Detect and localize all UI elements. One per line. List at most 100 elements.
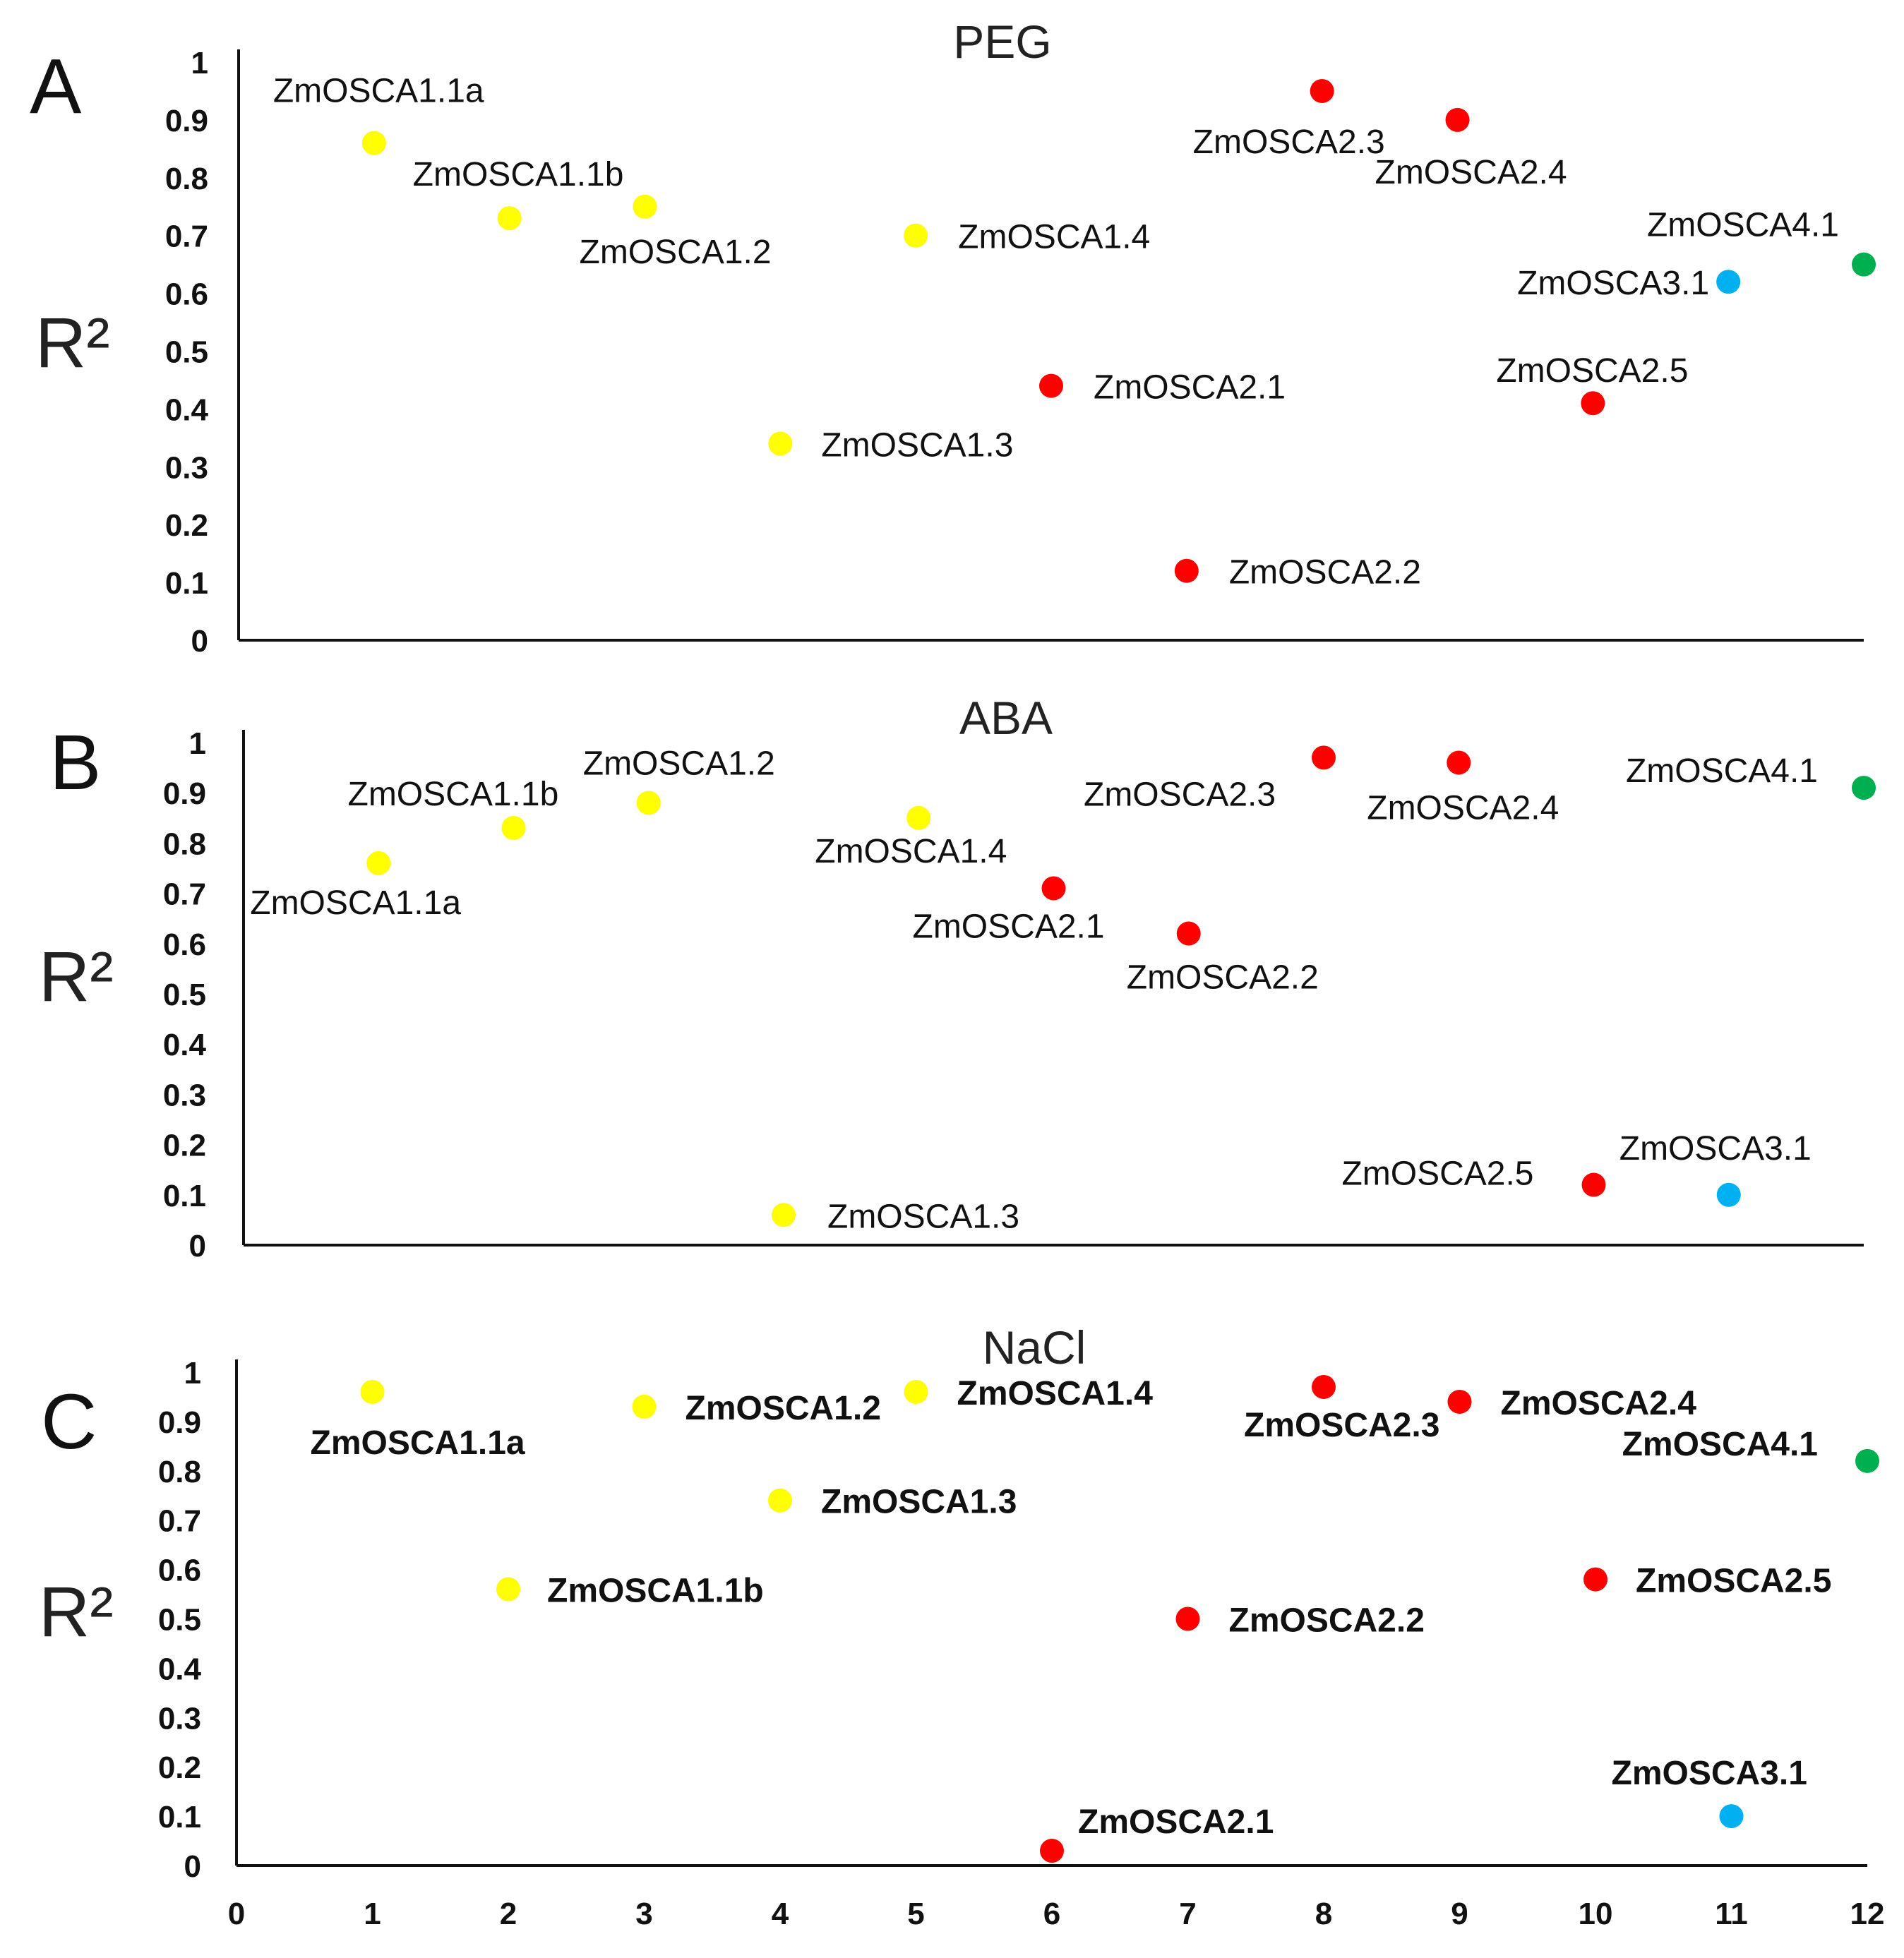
- y-tick-label-b: 0.7: [163, 877, 206, 912]
- data-label-a: ZmOSCA2.5: [1496, 352, 1688, 390]
- data-point-b: [1447, 750, 1471, 775]
- data-label-a: ZmOSCA1.1b: [413, 156, 624, 193]
- data-point-a: [361, 131, 386, 155]
- data-label-a: ZmOSCA1.4: [958, 219, 1150, 256]
- y-axis-label-b: R²: [39, 937, 114, 1016]
- data-label-a: ZmOSCA2.1: [1094, 369, 1286, 407]
- data-label-c: ZmOSCA1.3: [821, 1484, 1017, 1521]
- y-axis-label-a: R²: [35, 304, 110, 383]
- y-tick-label-a: 0.1: [165, 566, 208, 601]
- data-label-b: ZmOSCA2.3: [1084, 776, 1276, 813]
- y-tick-label-c: 0.1: [158, 1800, 201, 1834]
- data-label-b: ZmOSCA2.5: [1341, 1155, 1533, 1193]
- x-tick-label-c: 12: [1850, 1897, 1885, 1931]
- data-point-c: [1312, 1374, 1336, 1399]
- x-tick-label-c: 9: [1451, 1897, 1468, 1931]
- data-label-b: ZmOSCA1.3: [827, 1198, 1019, 1235]
- x-tick-label-c: 5: [907, 1897, 924, 1931]
- data-point-b: [1312, 745, 1336, 770]
- data-point-a: [1445, 107, 1470, 132]
- y-tick-label-a: 0.9: [165, 104, 208, 138]
- data-point-a: [1852, 252, 1876, 277]
- data-label-c: ZmOSCA3.1: [1612, 1755, 1807, 1792]
- data-point-a: [904, 223, 928, 248]
- y-axis-label-c: R²: [39, 1573, 114, 1652]
- y-tick-label-c: 0.9: [158, 1405, 201, 1440]
- panel-letter-b: B: [49, 719, 101, 806]
- x-tick-label-c: 7: [1179, 1897, 1196, 1931]
- y-tick-label-a: 0.6: [165, 277, 208, 312]
- data-label-a: ZmOSCA1.3: [821, 427, 1013, 464]
- data-point-b: [366, 851, 391, 875]
- data-label-c: ZmOSCA1.1b: [547, 1573, 764, 1610]
- data-point-c: [1719, 1804, 1744, 1829]
- y-tick-label-c: 1: [184, 1356, 201, 1391]
- y-tick-label-c: 0.8: [158, 1455, 201, 1489]
- data-label-a: ZmOSCA1.2: [580, 234, 772, 271]
- data-point-b: [1852, 776, 1876, 800]
- y-tick-label-c: 0.3: [158, 1701, 201, 1736]
- data-label-c: ZmOSCA2.3: [1244, 1407, 1439, 1444]
- data-point-b: [772, 1203, 796, 1227]
- data-point-c: [1855, 1448, 1879, 1473]
- data-point-a: [1039, 373, 1063, 398]
- data-point-a: [1716, 270, 1741, 294]
- data-point-b: [906, 805, 931, 830]
- y-tick-label-b: 1: [189, 726, 206, 761]
- y-tick-label-b: 0: [189, 1229, 206, 1263]
- data-point-c: [1175, 1606, 1200, 1631]
- data-point-a: [497, 206, 522, 231]
- panel-title-c: NaCl: [983, 1321, 1086, 1374]
- y-tick-label-a: 0.8: [165, 162, 208, 196]
- data-label-c: ZmOSCA1.1a: [311, 1424, 525, 1462]
- y-tick-label-b: 0.8: [163, 827, 206, 861]
- data-point-b: [1176, 921, 1201, 946]
- data-label-c: ZmOSCA2.5: [1636, 1563, 1831, 1600]
- data-label-c: ZmOSCA2.4: [1501, 1385, 1697, 1422]
- panel-title-a: PEG: [953, 16, 1051, 68]
- x-tick-label-c: 11: [1715, 1897, 1748, 1931]
- y-tick-label-b: 0.3: [163, 1078, 206, 1112]
- y-tick-label-a: 1: [191, 46, 208, 80]
- data-point-b: [501, 816, 526, 841]
- y-tick-label-b: 0.6: [163, 927, 206, 962]
- data-label-a: ZmOSCA2.4: [1375, 154, 1567, 191]
- y-tick-label-a: 0.4: [165, 392, 209, 427]
- x-tick-label-c: 8: [1315, 1897, 1332, 1931]
- data-point-c: [1447, 1389, 1472, 1414]
- data-label-a: ZmOSCA2.2: [1229, 554, 1421, 591]
- data-label-c: ZmOSCA1.4: [957, 1375, 1154, 1412]
- data-label-c: ZmOSCA2.1: [1078, 1803, 1274, 1841]
- data-label-a: ZmOSCA3.1: [1517, 265, 1709, 302]
- panel-letter-c: C: [41, 1379, 97, 1465]
- data-label-b: ZmOSCA2.2: [1127, 959, 1319, 997]
- data-point-b: [1581, 1172, 1606, 1197]
- x-tick-label-c: 0: [228, 1897, 245, 1931]
- y-tick-label-b: 0.4: [163, 1028, 207, 1062]
- data-label-a: ZmOSCA1.1a: [273, 73, 484, 110]
- y-tick-label-b: 0.9: [163, 776, 206, 811]
- x-tick-label-c: 2: [500, 1897, 517, 1931]
- x-tick-label-c: 6: [1043, 1897, 1060, 1931]
- data-label-a: ZmOSCA2.3: [1193, 124, 1385, 161]
- data-point-a: [1310, 78, 1334, 103]
- data-point-c: [1040, 1839, 1064, 1863]
- data-point-c: [904, 1379, 928, 1404]
- y-tick-label-c: 0.4: [158, 1652, 202, 1686]
- data-label-b: ZmOSCA1.1a: [250, 884, 461, 922]
- y-tick-label-a: 0.5: [165, 335, 208, 370]
- data-point-a: [768, 431, 793, 456]
- data-point-a: [1581, 391, 1605, 416]
- data-label-b: ZmOSCA3.1: [1619, 1130, 1812, 1167]
- y-tick-label-c: 0.7: [158, 1504, 201, 1539]
- data-point-c: [632, 1394, 657, 1419]
- data-label-b: ZmOSCA1.1b: [348, 776, 559, 813]
- data-label-c: ZmOSCA2.2: [1229, 1602, 1425, 1640]
- y-tick-label-a: 0.3: [165, 450, 208, 485]
- y-tick-label-a: 0.2: [165, 508, 208, 543]
- x-tick-label-c: 10: [1579, 1897, 1613, 1931]
- y-tick-label-c: 0.2: [158, 1750, 201, 1785]
- y-tick-label-a: 0: [191, 624, 208, 659]
- data-label-a: ZmOSCA4.1: [1647, 207, 1839, 244]
